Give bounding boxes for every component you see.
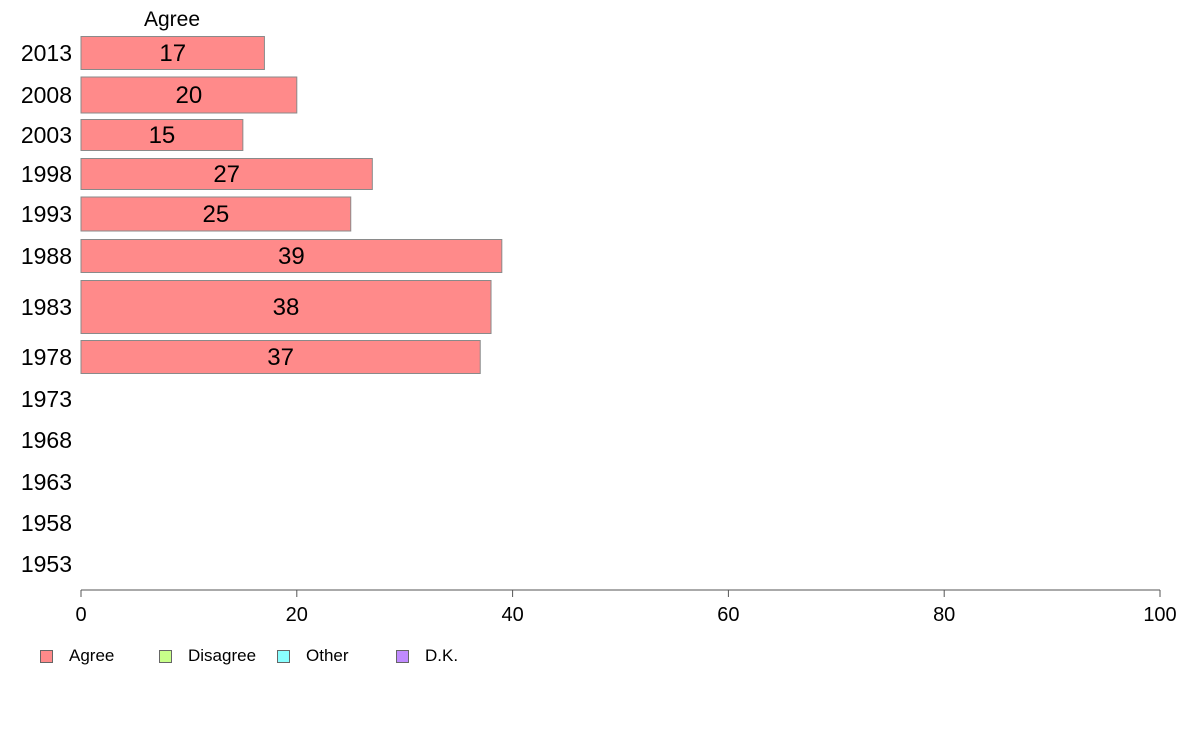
legend-label-disagree: Disagree <box>188 646 257 665</box>
data-label-2003: 15 <box>149 122 176 149</box>
y-tick-label-1958: 1958 <box>21 510 72 536</box>
y-tick-label-2013: 2013 <box>21 40 72 66</box>
legend: Agree Disagree Other D.K. <box>40 644 640 668</box>
bar-1988 <box>80 239 503 273</box>
series-header-label: Agree <box>144 8 200 31</box>
data-label-2013: 17 <box>159 40 186 67</box>
y-tick-label-2003: 2003 <box>21 122 72 148</box>
data-label-1998: 27 <box>213 161 240 188</box>
bar-1993 <box>80 196 352 232</box>
legend-swatch-other <box>277 649 290 663</box>
data-label-1988: 39 <box>278 243 305 270</box>
x-tick-label-0: 0 <box>75 604 86 626</box>
legend-item-agree: Agree <box>40 644 114 668</box>
x-tick-label-40: 40 <box>501 604 523 626</box>
x-tick-label-100: 100 <box>1143 604 1176 626</box>
data-label-1993: 25 <box>203 201 230 228</box>
y-tick-label-1998: 1998 <box>21 161 72 187</box>
legend-swatch-agree <box>40 649 53 663</box>
x-tick-label-80: 80 <box>933 604 955 626</box>
legend-item-other: Other <box>277 644 349 668</box>
bar-1983 <box>80 280 492 334</box>
y-tick-label-1978: 1978 <box>21 344 72 370</box>
legend-label-agree: Agree <box>69 646 115 665</box>
data-label-2008: 20 <box>176 82 203 109</box>
y-tick-label-1988: 1988 <box>21 243 72 269</box>
data-label-1978: 37 <box>267 344 294 371</box>
data-label-1983: 38 <box>273 294 300 321</box>
legend-item-dk: D.K. <box>396 644 458 668</box>
legend-swatch-disagree <box>159 649 172 663</box>
y-tick-label-1993: 1993 <box>21 201 72 227</box>
bar-2008 <box>80 76 298 114</box>
y-tick-label-1968: 1968 <box>21 427 72 453</box>
x-axis: 0 20 40 60 80 100 <box>75 589 1177 626</box>
y-tick-label-1953: 1953 <box>21 551 72 577</box>
legend-item-disagree: Disagree <box>159 644 256 668</box>
legend-label-other: Other <box>306 646 349 665</box>
bar-2003 <box>80 119 244 151</box>
bar-1978 <box>80 340 481 374</box>
bar-2013 <box>80 36 265 70</box>
y-axis-labels: 2013 2008 2003 1998 1993 1988 1983 1978 1973 1968… <box>21 40 72 577</box>
y-tick-label-1983: 1983 <box>21 294 72 320</box>
bar-1998 <box>80 158 373 190</box>
legend-swatch-dk <box>396 649 409 663</box>
legend-label-dk: D.K. <box>425 646 459 665</box>
x-tick-label-20: 20 <box>286 604 308 626</box>
y-tick-label-1973: 1973 <box>21 386 72 412</box>
y-tick-label-1963: 1963 <box>21 469 72 495</box>
x-tick-label-60: 60 <box>717 604 739 626</box>
y-tick-label-2008: 2008 <box>21 82 72 108</box>
